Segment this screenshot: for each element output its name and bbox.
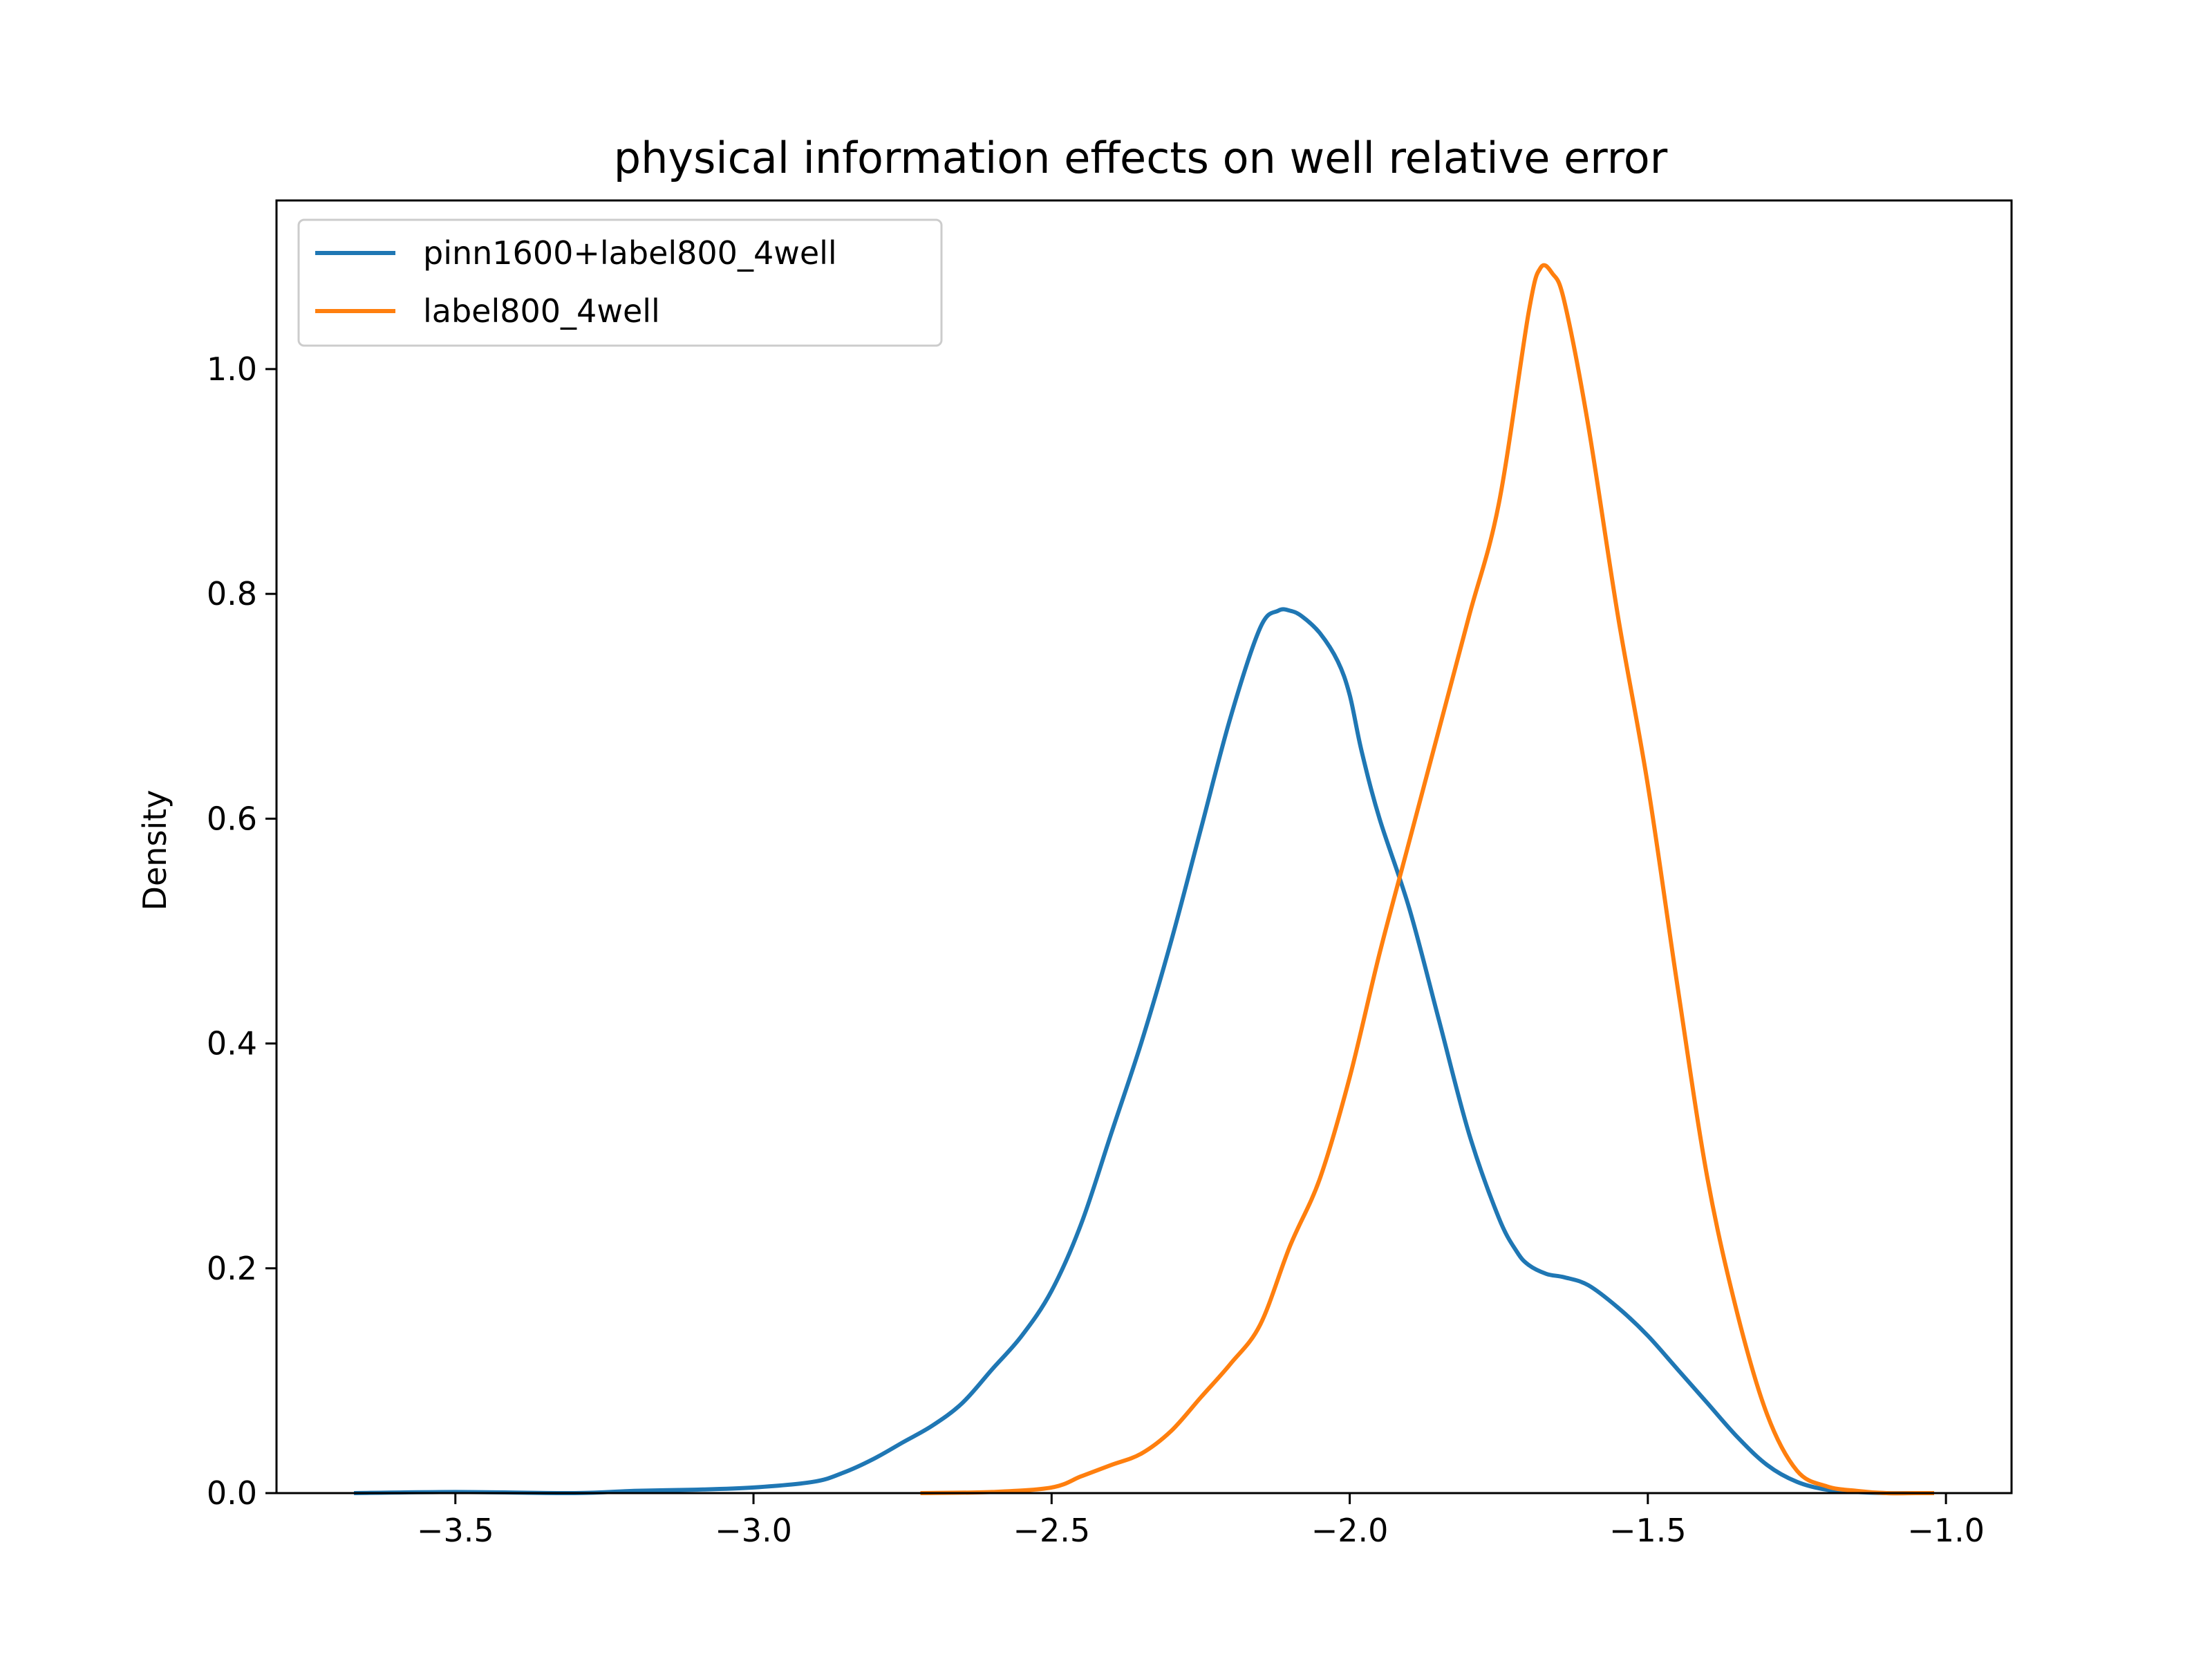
- chart-title: physical information effects on well rel…: [614, 133, 1668, 183]
- legend-box: [297, 218, 943, 347]
- x-tick-label: −3.0: [715, 1512, 792, 1549]
- x-tick-label: −1.5: [1609, 1512, 1687, 1549]
- y-tick-label: 0.8: [207, 575, 257, 612]
- plot-frame: [275, 199, 2013, 1494]
- y-tick-label: 0.2: [207, 1250, 257, 1287]
- y-tick-label: 0.4: [207, 1025, 257, 1062]
- y-axis-ticks: 0.0 0.2 0.4 0.6 0.8 1.0: [207, 350, 276, 1512]
- x-tick-label: −1.0: [1907, 1512, 1985, 1549]
- x-tick-label: −2.5: [1013, 1512, 1090, 1549]
- y-tick-label: 1.0: [207, 350, 257, 388]
- x-axis-ticks: −3.5 −3.0 −2.5 −2.0 −1.5 −1.0: [417, 1493, 1985, 1549]
- x-tick-label: −2.0: [1311, 1512, 1389, 1549]
- series-line-0: [354, 607, 1934, 1496]
- plot-area: [354, 263, 1934, 1496]
- x-tick-label: −3.5: [417, 1512, 494, 1549]
- legend-label-1: label800_4well: [423, 292, 660, 330]
- series-line-1: [920, 263, 1934, 1496]
- y-axis-label: Density: [136, 790, 174, 911]
- y-tick-label: 0.6: [207, 800, 257, 837]
- legend: pinn1600+label800_4well label800_4well: [297, 218, 943, 347]
- legend-label-0: pinn1600+label800_4well: [423, 234, 837, 272]
- y-tick-label: 0.0: [207, 1474, 257, 1512]
